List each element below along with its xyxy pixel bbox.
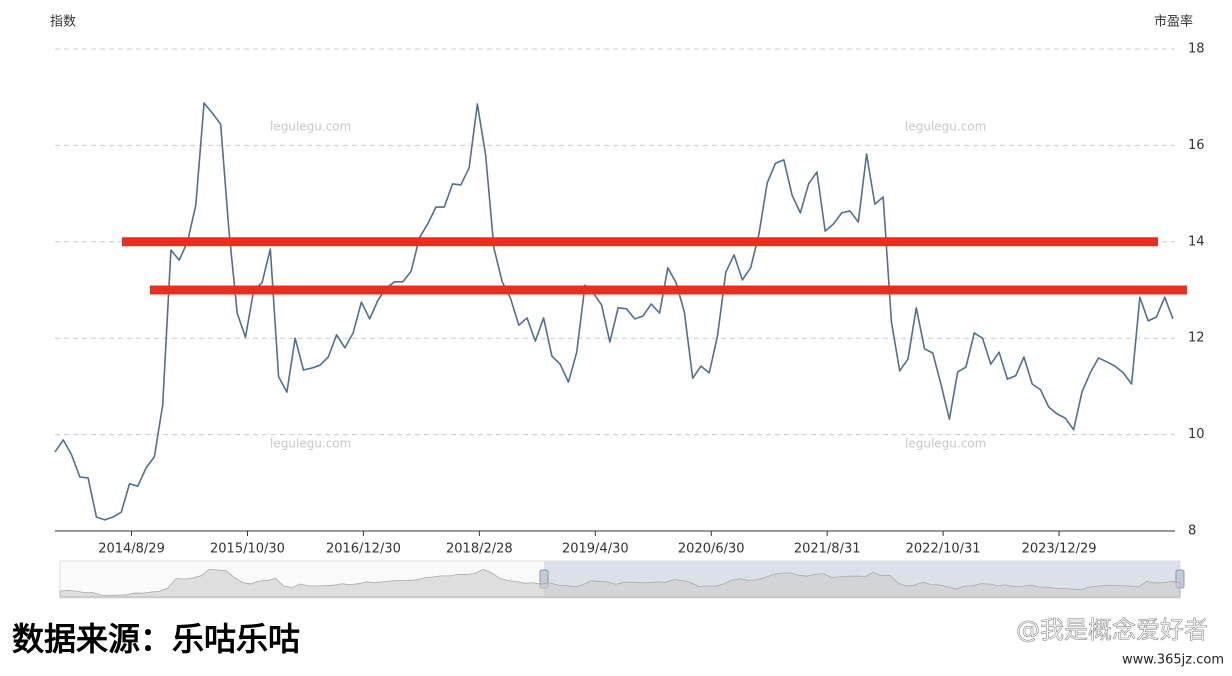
x-tick-label: 2015/10/30 — [210, 542, 285, 557]
x-tick-label: 2021/8/31 — [794, 542, 861, 557]
watermark: legulegu.com — [905, 120, 986, 134]
caption: 数据来源：乐咕乐咕 — [12, 620, 300, 658]
x-tick-label: 2019/4/30 — [562, 542, 629, 557]
x-tick-label: 2020/6/30 — [678, 542, 745, 557]
y-tick-label: 14 — [1188, 234, 1205, 249]
credit: @我是概念爱好者 — [1016, 616, 1208, 644]
y-tick-label: 16 — [1188, 138, 1205, 153]
y-tick-label: 8 — [1188, 524, 1196, 539]
watermark: legulegu.com — [270, 120, 351, 134]
x-tick-label: 2022/10/31 — [906, 542, 981, 557]
x-tick-label: 2014/8/29 — [98, 542, 165, 557]
watermark: legulegu.com — [905, 437, 986, 451]
zoom-preview — [59, 568, 1181, 598]
watermark: legulegu.com — [270, 437, 351, 451]
site: www.365jz.com — [1122, 653, 1224, 668]
x-tick-label: 2018/2/28 — [446, 542, 513, 557]
y-axis-name: 指数 — [50, 15, 76, 30]
y-tick-label: 18 — [1188, 42, 1205, 57]
y-tick-label: 10 — [1188, 427, 1205, 442]
y2-axis-name: 市盈率 — [1154, 14, 1193, 30]
x-tick-label: 2023/12/29 — [1022, 542, 1097, 557]
y-tick-label: 12 — [1188, 331, 1205, 346]
x-tick-label: 2016/12/30 — [326, 542, 401, 557]
series-line — [54, 102, 1174, 521]
